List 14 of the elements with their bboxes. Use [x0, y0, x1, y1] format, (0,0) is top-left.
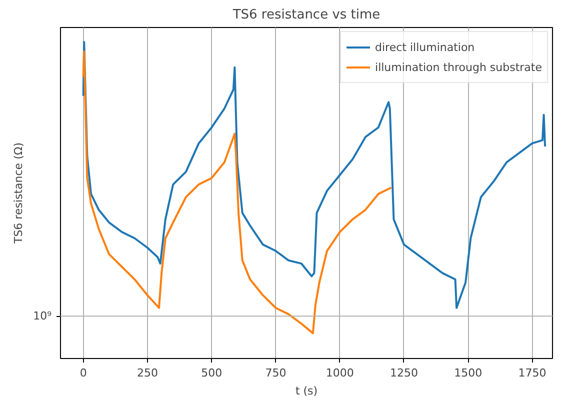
x-axis-title: t (s) — [295, 384, 318, 398]
chart-title: TS6 resistance vs time — [232, 8, 380, 22]
y-axis-title: TS6 resistance (Ω) — [12, 142, 26, 245]
legend-label: illumination through substrate — [375, 60, 542, 74]
x-tick-label: 1500 — [454, 366, 482, 380]
x-tick-label: 1250 — [390, 366, 418, 380]
x-tick-label: 500 — [201, 366, 222, 380]
ref-line-label: 10⁹ — [33, 310, 52, 323]
x-tick-label: 750 — [265, 366, 286, 380]
x-tick-label: 250 — [136, 366, 158, 380]
legend-label: direct illumination — [375, 40, 475, 54]
x-tick-label: 1000 — [326, 366, 354, 380]
x-tick-label: 1750 — [518, 366, 546, 380]
x-tick-label: 0 — [80, 366, 87, 380]
